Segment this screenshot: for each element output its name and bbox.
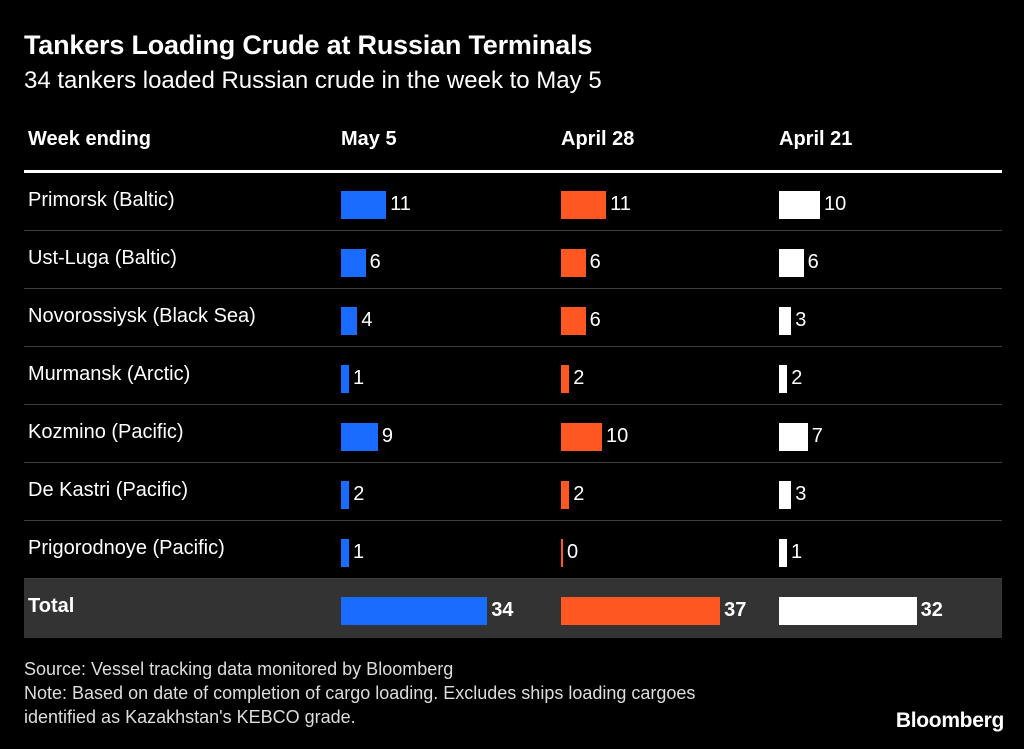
bar [341, 423, 378, 451]
bar [561, 423, 602, 451]
data-label: 7 [811, 425, 823, 447]
data-label: 2 [573, 483, 585, 505]
bar [341, 539, 349, 567]
data-label: 11 [390, 193, 411, 215]
note-line-2: identified as Kazakhstan's KEBCO grade. [24, 707, 356, 727]
bar [779, 597, 917, 625]
terminal-label: Ust-Luga (Baltic) [28, 247, 177, 269]
terminal-label: Murmansk (Arctic) [28, 363, 191, 385]
bar [561, 191, 607, 219]
data-label: 32 [920, 599, 943, 621]
source-note: Source: Vessel tracking data monitored b… [24, 659, 454, 679]
data-label: 4 [361, 309, 373, 331]
bar [779, 423, 808, 451]
bar [341, 481, 350, 509]
data-label: 1 [791, 541, 803, 563]
total-row: Total 34 37 32 [24, 579, 1002, 638]
footer: Source: Vessel tracking data monitored b… [24, 657, 695, 729]
bar [341, 365, 349, 393]
data-label: 2 [791, 367, 803, 389]
bar [561, 481, 570, 509]
bar [341, 249, 366, 277]
bar [561, 365, 570, 393]
table-row: De Kastri (Pacific) 2 2 3 [24, 463, 1002, 521]
data-table: Week ending May 5 April 28 April 21 Prim… [24, 118, 1002, 638]
bar [779, 249, 804, 277]
bar [341, 597, 488, 625]
bar [779, 365, 788, 393]
bar [561, 307, 586, 335]
table-header: Week ending May 5 April 28 April 21 [24, 118, 1002, 173]
table-row: Ust-Luga (Baltic) 6 6 6 [24, 231, 1002, 289]
bar [779, 191, 820, 219]
data-label: 2 [353, 483, 365, 505]
bar [779, 539, 787, 567]
chart-subtitle: 34 tankers loaded Russian crude in the w… [24, 67, 602, 94]
data-label: 6 [369, 251, 381, 273]
data-label: 10 [824, 193, 847, 215]
data-label: 6 [807, 251, 819, 273]
data-label: 6 [589, 251, 601, 273]
bar [561, 597, 721, 625]
bar [341, 191, 387, 219]
data-label: 37 [724, 599, 747, 621]
data-label: 0 [567, 541, 579, 563]
terminal-label: Kozmino (Pacific) [28, 421, 184, 443]
table-row: Novorossiysk (Black Sea) 4 6 3 [24, 289, 1002, 347]
data-label: 9 [381, 425, 394, 447]
terminal-label: Primorsk (Baltic) [28, 189, 175, 211]
column-header-april-21: April 21 [779, 128, 853, 150]
table-row: Kozmino (Pacific) 9 10 7 [24, 405, 1002, 463]
table-row: Primorsk (Baltic) 11 11 10 [24, 173, 1002, 231]
data-label: 1 [353, 367, 365, 389]
bloomberg-logo: Bloomberg [895, 709, 1004, 732]
row-header-label: Week ending [28, 128, 151, 150]
bar [561, 249, 586, 277]
data-label: 2 [573, 367, 585, 389]
table-body: Primorsk (Baltic) 11 11 10 Ust-Luga (Baltic)… [24, 173, 1002, 638]
table-row: Prigorodnoye (Pacific) 1 0 1 [24, 521, 1002, 579]
bar [779, 307, 792, 335]
table-row: Murmansk (Arctic) 1 2 2 [24, 347, 1002, 405]
bar [561, 539, 563, 567]
data-label: 6 [589, 309, 601, 331]
data-label: 10 [606, 425, 629, 447]
bar [779, 481, 792, 509]
data-label: 3 [795, 483, 807, 505]
data-label: 11 [610, 193, 631, 215]
column-header-may-5: May 5 [341, 128, 397, 150]
terminal-label: Prigorodnoye (Pacific) [28, 537, 225, 559]
data-label: 1 [353, 541, 365, 563]
bar [341, 307, 358, 335]
chart-title: Tankers Loading Crude at Russian Termina… [24, 30, 593, 60]
terminal-label: Novorossiysk (Black Sea) [28, 305, 256, 327]
column-header-april-28: April 28 [561, 128, 635, 150]
note-line-1: Note: Based on date of completion of car… [24, 683, 696, 703]
terminal-label: De Kastri (Pacific) [28, 479, 189, 501]
data-label: 3 [795, 309, 807, 331]
data-label: 34 [491, 599, 514, 621]
total-label: Total [28, 595, 75, 617]
